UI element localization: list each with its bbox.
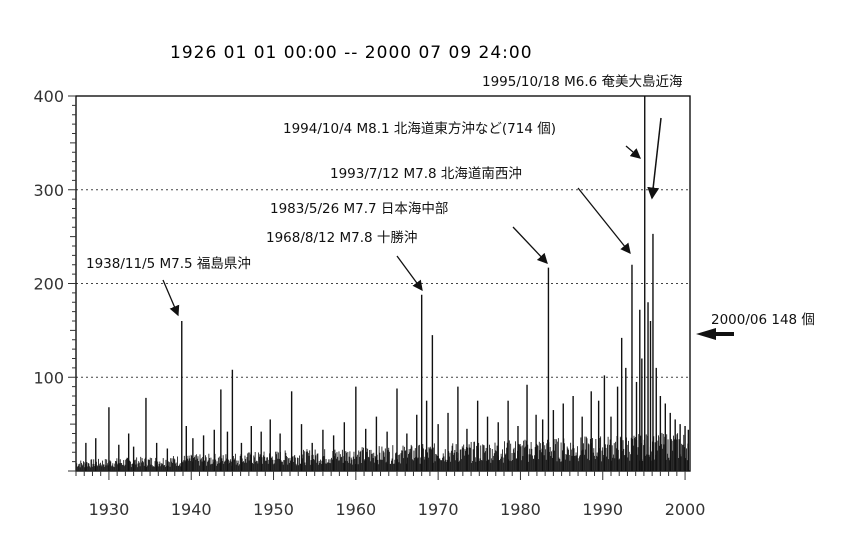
annotation-label: 1995/10/18 M6.6 奄美大島近海 — [482, 74, 683, 90]
chart-title: 1926 01 01 00:00 -- 2000 07 09 24:00 — [170, 43, 533, 63]
annotation-arrow — [625, 145, 641, 159]
x-tick-label: 1970 — [418, 500, 459, 519]
current-level-arrow — [696, 328, 734, 340]
ticks: 100 200 300 400 1930 1940 1950 1960 1970 1980 1990… — [33, 87, 705, 519]
y-tick-label: 100 — [33, 368, 64, 387]
x-tick-label: 1950 — [253, 500, 294, 519]
annotation-label: 2000/06 148 個 — [711, 312, 815, 328]
annotation-label: 1983/5/26 M7.7 日本海中部 — [270, 201, 448, 217]
x-tick-label: 1960 — [335, 500, 376, 519]
grid — [76, 189, 690, 378]
x-tick-label: 1940 — [171, 500, 212, 519]
annotation-arrow — [162, 279, 180, 317]
annotation-arrow — [396, 255, 423, 292]
x-tick-label: 2000 — [665, 500, 706, 519]
annotation-arrow — [577, 187, 631, 255]
y-tick-label: 400 — [33, 87, 64, 106]
y-tick-label: 300 — [33, 181, 64, 200]
annotation-arrow — [512, 226, 548, 264]
x-tick-label: 1930 — [89, 500, 130, 519]
annotation-arrow — [647, 117, 662, 200]
annotation-label: 1994/10/4 M8.1 北海道東方沖など(714 個) — [283, 121, 556, 137]
bars — [75, 96, 690, 471]
annotation-label: 1938/11/5 M7.5 福島県沖 — [86, 256, 251, 272]
annotation-label: 1993/7/12 M7.8 北海道南西沖 — [330, 166, 522, 182]
annotation-label: 1968/8/12 M7.8 十勝沖 — [266, 230, 417, 246]
x-tick-label: 1990 — [582, 500, 623, 519]
x-tick-label: 1980 — [500, 500, 541, 519]
annotations: 1938/11/5 M7.5 福島県沖 1968/8/12 M7.8 十勝沖 198… — [86, 74, 815, 340]
y-tick-label: 200 — [33, 275, 64, 294]
